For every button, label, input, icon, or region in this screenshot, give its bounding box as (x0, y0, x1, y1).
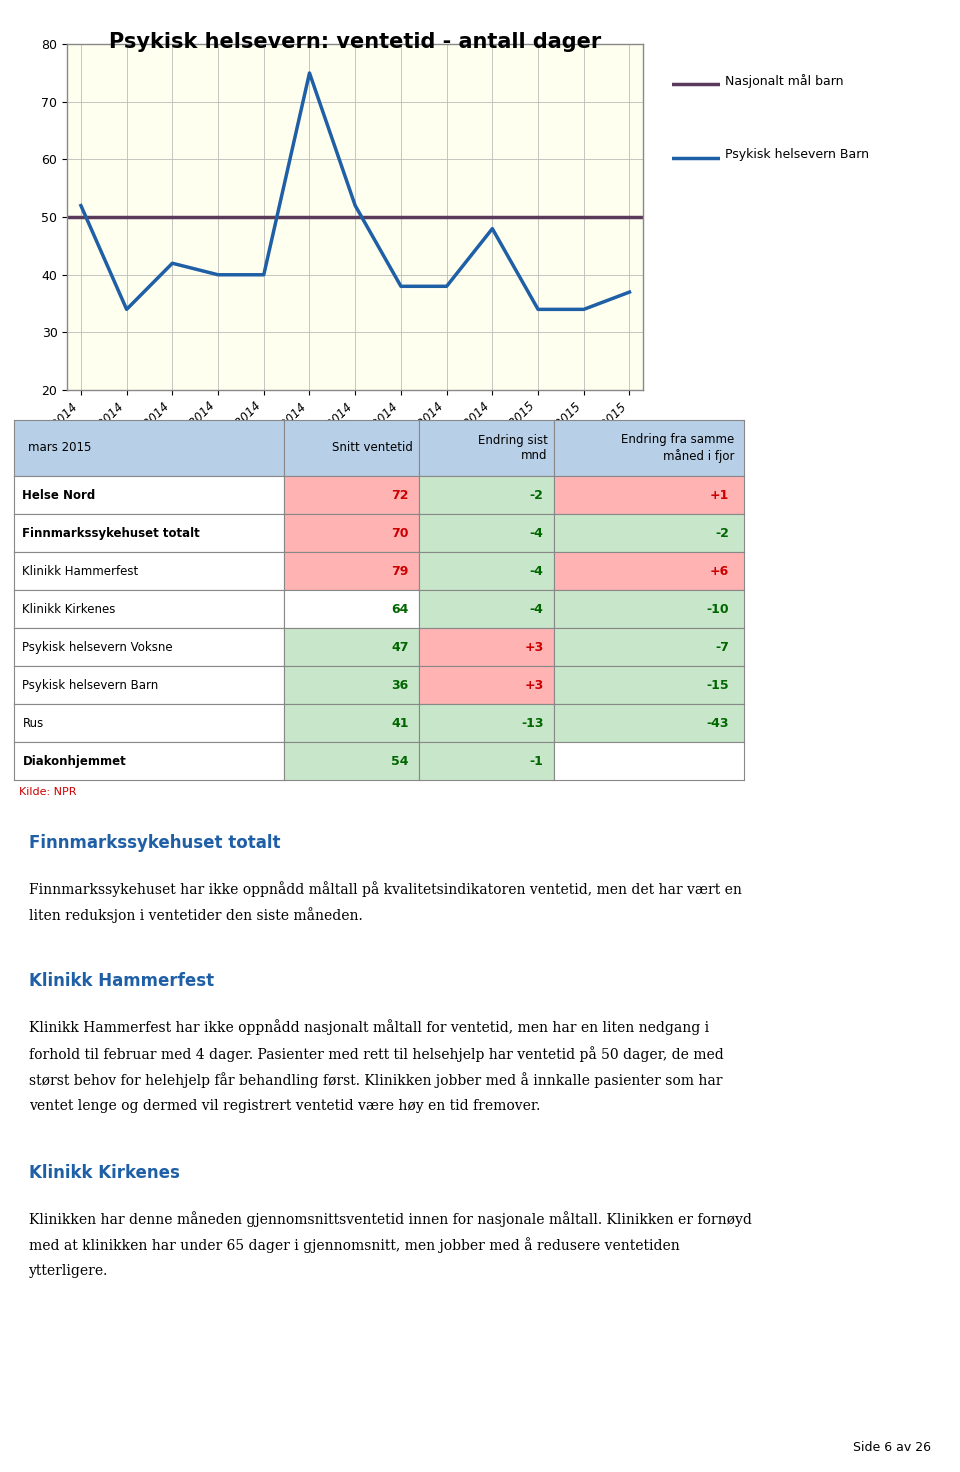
Text: 36: 36 (392, 679, 409, 692)
Text: +3: +3 (524, 640, 543, 654)
Text: Finnmarkssykehuset totalt: Finnmarkssykehuset totalt (22, 527, 201, 540)
Text: -15: -15 (707, 679, 729, 692)
Text: -2: -2 (530, 489, 543, 502)
Text: Klinikk Kirkenes: Klinikk Kirkenes (29, 1163, 180, 1182)
Text: Psykisk helsevern Barn: Psykisk helsevern Barn (725, 149, 869, 160)
Text: +1: +1 (709, 489, 729, 502)
Text: -4: -4 (530, 604, 543, 615)
Text: -2: -2 (715, 527, 729, 540)
Text: Kilde: NPR: Kilde: NPR (19, 786, 77, 796)
Text: -43: -43 (707, 717, 729, 730)
Text: 54: 54 (391, 755, 409, 768)
Text: Klinikken har denne måneden gjennomsnittsventetid innen for nasjonale måltall. K: Klinikken har denne måneden gjennomsnitt… (29, 1210, 752, 1226)
Text: liten reduksjon i ventetider den siste måneden.: liten reduksjon i ventetider den siste m… (29, 907, 363, 923)
Text: forhold til februar med 4 dager. Pasienter med rett til helsehjelp har ventetid : forhold til februar med 4 dager. Pasient… (29, 1045, 724, 1061)
Text: +6: +6 (709, 565, 729, 578)
Text: Psykisk helsevern: ventetid - antall dager: Psykisk helsevern: ventetid - antall dag… (109, 32, 601, 53)
Text: Klinikk Hammerfest: Klinikk Hammerfest (22, 565, 139, 578)
Text: Klinikk Kirkenes: Klinikk Kirkenes (22, 604, 116, 615)
Text: 79: 79 (391, 565, 409, 578)
Text: Side 6 av 26: Side 6 av 26 (853, 1441, 931, 1454)
Text: Psykisk helsevern Voksne: Psykisk helsevern Voksne (22, 640, 173, 654)
Text: Klinikk Hammerfest: Klinikk Hammerfest (29, 972, 214, 991)
Text: ventet lenge og dermed vil registrert ventetid være høy en tid fremover.: ventet lenge og dermed vil registrert ve… (29, 1098, 540, 1113)
Text: Helse Nord: Helse Nord (22, 489, 96, 502)
Text: 70: 70 (391, 527, 409, 540)
Text: -13: -13 (521, 717, 543, 730)
Text: størst behov for helehjelp får behandling først. Klinikken jobber med å innkalle: størst behov for helehjelp får behandlin… (29, 1072, 722, 1088)
Text: Klinikk Hammerfest har ikke oppnådd nasjonalt måltall for ventetid, men har en l: Klinikk Hammerfest har ikke oppnådd nasj… (29, 1019, 708, 1035)
Text: Endring fra samme
måned i fjor: Endring fra samme måned i fjor (621, 433, 734, 462)
Text: -4: -4 (530, 527, 543, 540)
Text: Finnmarkssykehuset har ikke oppnådd måltall på kvalitetsindikatoren ventetid, me: Finnmarkssykehuset har ikke oppnådd målt… (29, 880, 742, 896)
Text: Psykisk helsevern Barn: Psykisk helsevern Barn (22, 679, 158, 692)
Text: Snitt ventetid: Snitt ventetid (332, 442, 413, 455)
Text: Rus: Rus (22, 717, 44, 730)
Text: 64: 64 (391, 604, 409, 615)
Text: Endring sist
mnd: Endring sist mnd (478, 434, 547, 462)
Text: Nasjonalt mål barn: Nasjonalt mål barn (725, 74, 843, 88)
Text: -1: -1 (530, 755, 543, 768)
Text: -4: -4 (530, 565, 543, 578)
Text: ytterligere.: ytterligere. (29, 1263, 108, 1278)
Text: Finnmarkssykehuset totalt: Finnmarkssykehuset totalt (29, 833, 280, 852)
Text: -10: -10 (707, 604, 729, 615)
Text: med at klinikken har under 65 dager i gjennomsnitt, men jobber med å redusere ve: med at klinikken har under 65 dager i gj… (29, 1236, 680, 1253)
Text: 72: 72 (391, 489, 409, 502)
Text: Diakonhjemmet: Diakonhjemmet (22, 755, 127, 768)
Text: mars 2015: mars 2015 (28, 442, 91, 455)
Text: +3: +3 (524, 679, 543, 692)
Text: 47: 47 (391, 640, 409, 654)
Text: -7: -7 (715, 640, 729, 654)
Text: 41: 41 (391, 717, 409, 730)
